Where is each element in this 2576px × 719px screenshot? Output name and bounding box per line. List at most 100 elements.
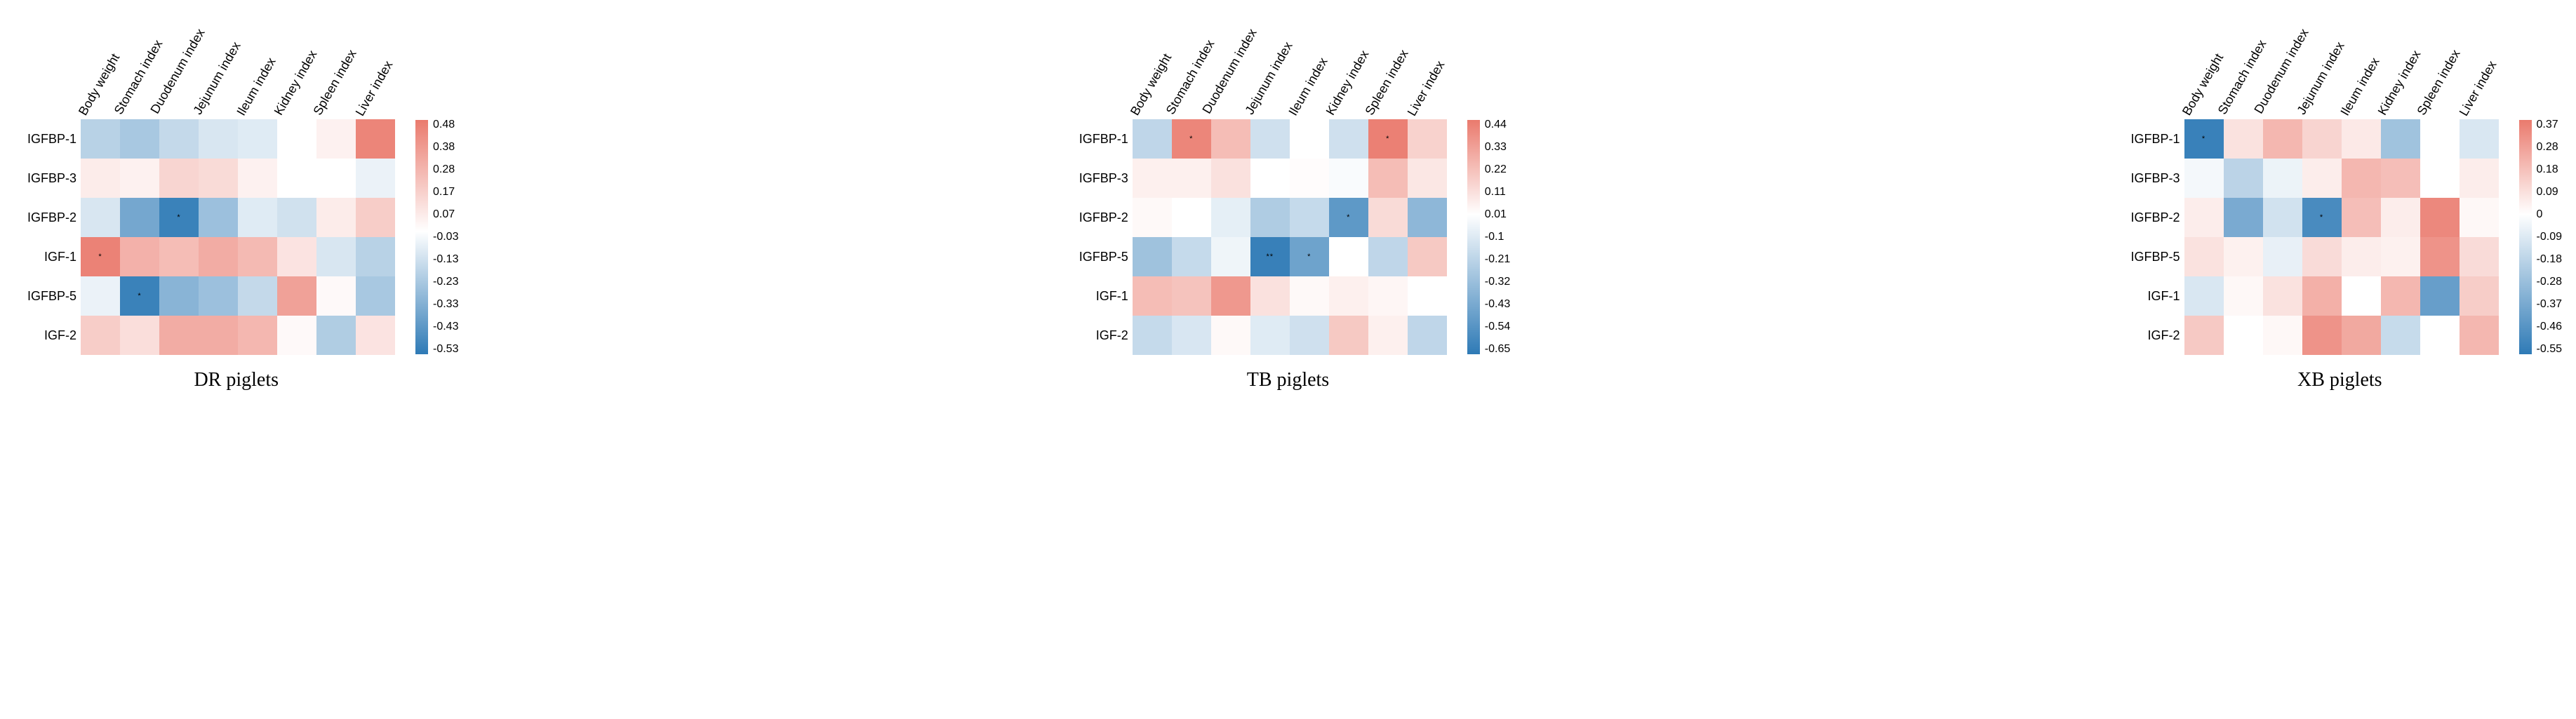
heatmap-cell: * — [2184, 119, 2224, 159]
heatmap-cell — [1211, 159, 1250, 198]
row-label: IGF-1 — [14, 237, 81, 276]
heatmap-area: Body weightStomach indexDuodenum indexJe… — [14, 14, 395, 355]
heatmap-cell — [1211, 237, 1250, 276]
figure-row: Body weightStomach indexDuodenum indexJe… — [14, 14, 2562, 391]
heatmap-cell — [2342, 237, 2381, 276]
heatmap-cell — [1250, 276, 1290, 316]
significance-marker: * — [177, 214, 180, 222]
colorbar: 0.480.380.280.170.07-0.03-0.13-0.23-0.33… — [415, 119, 458, 355]
row-label: IGFBP-3 — [1066, 159, 1133, 198]
row-label: IGFBP-5 — [14, 276, 81, 316]
colorbar-ticks: 0.440.330.220.110.01-0.1-0.21-0.32-0.43-… — [1481, 119, 1510, 355]
heatmap-cell — [199, 198, 238, 237]
heatmap-cell — [2302, 316, 2342, 355]
heatmap-grid: IGFBP-1IGFBP-3IGFBP-2*IGF-1*IGFBP-5*IGF-… — [14, 119, 395, 355]
heatmap-cell — [2224, 237, 2263, 276]
heatmap-cell — [81, 276, 120, 316]
heatmap-cell — [1408, 237, 1447, 276]
heatmap-cell — [1133, 316, 1172, 355]
colorbar-tick: -0.43 — [1485, 299, 1510, 310]
heatmap-cell — [1290, 316, 1329, 355]
colorbar-tick: -0.1 — [1485, 231, 1510, 243]
heatmap-cell — [120, 198, 159, 237]
colorbar-ticks: 0.480.380.280.170.07-0.03-0.13-0.23-0.33… — [429, 119, 458, 355]
heatmap-cell — [2460, 237, 2499, 276]
heatmap-cell — [159, 159, 199, 198]
heatmap-cell — [277, 316, 316, 355]
heatmap-cell — [316, 237, 356, 276]
heatmap-cell: * — [120, 276, 159, 316]
colorbar-tick: 0.18 — [2537, 164, 2562, 175]
heatmap-cell — [2381, 198, 2420, 237]
heatmap-cell — [2263, 276, 2302, 316]
row-label: IGFBP-2 — [2118, 198, 2184, 237]
colorbar-tick: 0.17 — [433, 187, 458, 198]
heatmap-cell — [2184, 316, 2224, 355]
heatmap-cell — [81, 316, 120, 355]
colorbar-tick: -0.21 — [1485, 254, 1510, 265]
heatmap-cell — [277, 237, 316, 276]
heatmap-cell — [81, 159, 120, 198]
heatmap-cell — [1133, 276, 1172, 316]
heatmap-cell — [1250, 119, 1290, 159]
colorbar-tick: -0.54 — [1485, 321, 1510, 332]
heatmap-cell — [356, 316, 395, 355]
heatmap-cell — [2460, 119, 2499, 159]
heatmap-cell — [277, 159, 316, 198]
heatmap-cell: * — [1290, 237, 1329, 276]
heatmap-cell — [2184, 198, 2224, 237]
colorbar: 0.370.280.180.090-0.09-0.18-0.28-0.37-0.… — [2518, 119, 2562, 355]
panel-body: Body weightStomach indexDuodenum indexJe… — [14, 14, 458, 355]
colorbar-tick: -0.53 — [433, 344, 458, 355]
heatmap-cell — [2381, 159, 2420, 198]
heatmap-cell — [199, 119, 238, 159]
heatmap-cell — [2460, 159, 2499, 198]
significance-marker: ** — [1266, 253, 1274, 261]
significance-marker: * — [1386, 135, 1389, 143]
row-label: IGFBP-2 — [1066, 198, 1133, 237]
row-label: IGFBP-1 — [2118, 119, 2184, 159]
colorbar-tick: -0.33 — [433, 299, 458, 310]
colorbar-gradient — [1467, 119, 1481, 355]
heatmap-cell — [1250, 198, 1290, 237]
heatmap-cell — [159, 119, 199, 159]
heatmap-cell — [277, 276, 316, 316]
heatmap-cell — [159, 237, 199, 276]
heatmap-cell — [2263, 198, 2302, 237]
heatmap-cell — [120, 316, 159, 355]
colorbar-tick: -0.23 — [433, 276, 458, 288]
heatmap-cell — [1133, 198, 1172, 237]
heatmap-cell — [2381, 316, 2420, 355]
heatmap-cell — [2342, 198, 2381, 237]
colorbar-tick: 0.22 — [1485, 164, 1510, 175]
heatmap-cell — [1329, 119, 1368, 159]
colorbar-tick: 0.11 — [1485, 187, 1510, 198]
column-labels: Body weightStomach indexDuodenum indexJe… — [2118, 14, 2499, 119]
panel-xb: Body weightStomach indexDuodenum indexJe… — [2118, 14, 2562, 391]
heatmap-area: Body weightStomach indexDuodenum indexJe… — [2118, 14, 2499, 355]
heatmap-cell: * — [81, 237, 120, 276]
heatmap-cell — [2263, 316, 2302, 355]
heatmap-cell — [316, 276, 356, 316]
heatmap-cell — [1172, 159, 1211, 198]
heatmap-cell — [2263, 237, 2302, 276]
heatmap-cell — [81, 119, 120, 159]
heatmap-cell — [1290, 276, 1329, 316]
colorbar-ticks: 0.370.280.180.090-0.09-0.18-0.28-0.37-0.… — [2532, 119, 2562, 355]
heatmap-cell — [356, 159, 395, 198]
heatmap-cell — [1368, 237, 1408, 276]
heatmap-cell — [1250, 159, 1290, 198]
heatmap-cell — [199, 276, 238, 316]
heatmap-cell — [2224, 159, 2263, 198]
colorbar-tick: 0.07 — [433, 209, 458, 220]
colorbar-gradient — [415, 119, 429, 355]
heatmap-cell — [1133, 119, 1172, 159]
heatmap-cell — [238, 237, 277, 276]
heatmap-cell — [238, 119, 277, 159]
colorbar-tick: -0.46 — [2537, 321, 2562, 332]
heatmap-cell — [356, 119, 395, 159]
heatmap-cell — [356, 198, 395, 237]
colorbar-tick: 0.09 — [2537, 187, 2562, 198]
heatmap-cell — [1250, 316, 1290, 355]
panel-title: TB piglets — [1247, 369, 1329, 391]
